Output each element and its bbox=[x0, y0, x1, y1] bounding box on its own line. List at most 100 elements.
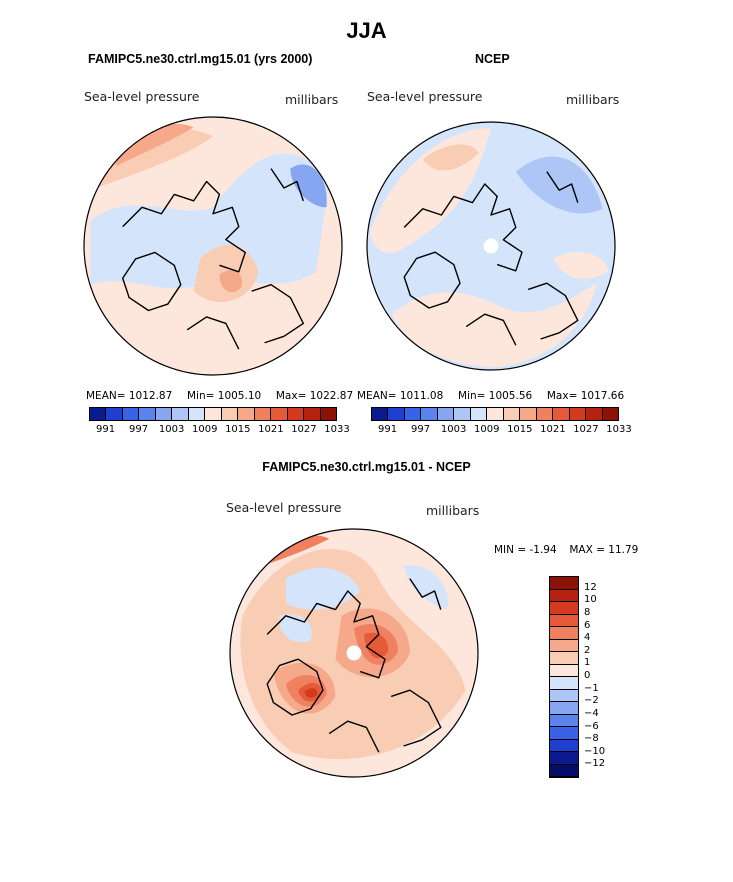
panel3-stats: MIN = -1.94 MAX = 11.79 bbox=[494, 544, 638, 556]
colorbar-tick-label: 1 bbox=[584, 657, 591, 669]
panel2-stats: MEAN= 1011.08 Min= 1005.56 Max= 1017.66 bbox=[357, 390, 624, 402]
map-border bbox=[83, 116, 343, 376]
colorbar-swatch bbox=[602, 408, 619, 420]
colorbar-swatch bbox=[520, 408, 537, 420]
colorbar-swatch bbox=[550, 652, 578, 665]
colorbar-swatch bbox=[388, 408, 405, 420]
panel1-colorbar bbox=[89, 407, 337, 421]
panel3-colorbar-ticks: 12 10 8 6 4 2 1 0 −1 −2 −4 −6 −8 −10 −12 bbox=[584, 576, 624, 778]
panel3-max-value: 11.79 bbox=[608, 544, 639, 556]
colorbar-tick-label: −6 bbox=[584, 720, 599, 732]
contour-region bbox=[422, 144, 479, 171]
colorbar-swatch bbox=[454, 408, 471, 420]
colorbar-swatch bbox=[287, 408, 305, 420]
colorbar-swatch bbox=[550, 577, 578, 590]
panel3-variable-label: Sea-level pressure bbox=[226, 500, 342, 515]
colorbar-tick-label: −8 bbox=[584, 733, 599, 745]
colorbar-swatch bbox=[586, 408, 603, 420]
colorbar-swatch bbox=[320, 408, 337, 420]
contour-region bbox=[116, 123, 194, 167]
colorbar-swatch bbox=[372, 408, 389, 420]
colorbar-swatch bbox=[550, 727, 578, 740]
colorbar-swatch bbox=[569, 408, 587, 420]
map-border bbox=[229, 528, 479, 778]
panel1-mean-label: MEAN= bbox=[86, 390, 126, 402]
panel1-min-label: Min= bbox=[186, 390, 215, 402]
colorbar-swatch bbox=[550, 614, 578, 627]
colorbar-swatch bbox=[550, 639, 578, 652]
colorbar-swatch bbox=[536, 408, 554, 420]
colorbar-swatch bbox=[421, 408, 438, 420]
colorbar-tick-label: −4 bbox=[584, 707, 599, 719]
colorbar-tick-label: 8 bbox=[584, 606, 591, 618]
panel2-colorbar bbox=[371, 407, 619, 421]
colorbar-swatch bbox=[550, 689, 578, 702]
colorbar-swatch bbox=[550, 764, 578, 777]
coastline bbox=[403, 171, 579, 346]
panel2-mean-label: MEAN= bbox=[357, 390, 397, 402]
colorbar-swatch bbox=[550, 739, 578, 752]
colorbar-swatch bbox=[470, 408, 488, 420]
panel2-max-value: 1017.66 bbox=[580, 390, 625, 402]
panel1-colorbar-ticks: 991 997 1003 1009 1015 1021 1027 1033 bbox=[89, 424, 350, 438]
colorbar-tick-label: 997 bbox=[411, 424, 431, 435]
panel2-title: NCEP bbox=[475, 52, 510, 66]
colorbar-tick-label: 1009 bbox=[473, 424, 500, 435]
colorbar-tick-label: 1027 bbox=[573, 424, 599, 435]
colorbar-swatch bbox=[90, 408, 107, 420]
contour-region bbox=[96, 129, 213, 188]
colorbar-tick-label: 1015 bbox=[225, 424, 251, 435]
colorbar-tick-label: 1021 bbox=[540, 424, 566, 435]
map-border bbox=[366, 121, 616, 371]
colorbar-tick-label: 1015 bbox=[507, 424, 533, 435]
panel3-min-label: MIN = bbox=[494, 544, 527, 556]
panel3-max-label: MAX = bbox=[569, 544, 605, 556]
contour-region bbox=[553, 251, 609, 279]
colorbar-swatch bbox=[254, 408, 272, 420]
colorbar-tick-label: 997 bbox=[129, 424, 149, 435]
panel2-min-value: 1005.56 bbox=[488, 390, 533, 402]
colorbar-swatch bbox=[188, 408, 206, 420]
colorbar-swatch bbox=[271, 408, 288, 420]
contour-region bbox=[515, 156, 603, 214]
colorbar-swatch bbox=[122, 408, 140, 420]
colorbar-swatch bbox=[550, 677, 578, 690]
coastline bbox=[122, 168, 304, 350]
colorbar-tick-label: 991 bbox=[96, 424, 116, 435]
colorbar-tick-label: 6 bbox=[584, 619, 591, 631]
colorbar-tick-label: 10 bbox=[584, 594, 597, 606]
colorbar-tick-label: 2 bbox=[584, 644, 591, 656]
colorbar-tick-label: −2 bbox=[584, 695, 599, 707]
panel1-variable-label: Sea-level pressure bbox=[84, 89, 200, 104]
colorbar-swatch bbox=[550, 627, 578, 640]
panel2-max-label: Max= bbox=[546, 390, 578, 402]
colorbar-tick-label: 0 bbox=[584, 670, 591, 681]
missing-data-marker bbox=[483, 238, 499, 254]
colorbar-swatch bbox=[404, 408, 422, 420]
contour-region bbox=[363, 632, 389, 659]
colorbar-swatch bbox=[550, 714, 578, 727]
panel3-title: FAMIPC5.ne30.ctrl.mg15.01 - NCEP bbox=[262, 460, 471, 474]
panel2-mean-value: 1011.08 bbox=[399, 390, 444, 402]
panel1-mean-value: 1012.87 bbox=[128, 390, 173, 402]
colorbar-tick-label: −10 bbox=[584, 745, 606, 757]
contour-region bbox=[219, 270, 243, 293]
colorbar-swatch bbox=[106, 408, 123, 420]
panel1-max-label: Max= bbox=[275, 390, 307, 402]
panel3-colorbar bbox=[549, 576, 579, 778]
missing-data-marker bbox=[346, 645, 362, 661]
contour-region bbox=[304, 688, 318, 698]
panel1-max-value: 1022.87 bbox=[309, 390, 354, 402]
colorbar-swatch bbox=[437, 408, 455, 420]
panel2-variable-label: Sea-level pressure bbox=[367, 89, 483, 104]
contour-region bbox=[391, 283, 597, 368]
panel3-units-label: millibars bbox=[426, 503, 480, 518]
colorbar-tick-label: 991 bbox=[378, 424, 398, 435]
colorbar-swatch bbox=[205, 408, 222, 420]
colorbar-tick-label: 4 bbox=[584, 632, 591, 644]
colorbar-swatch bbox=[550, 602, 578, 615]
panel1-min-value: 1005.10 bbox=[217, 390, 262, 402]
colorbar-tick-label: −12 bbox=[584, 758, 606, 770]
colorbar-swatch bbox=[503, 408, 521, 420]
colorbar-tick-label: 12 bbox=[584, 581, 597, 593]
